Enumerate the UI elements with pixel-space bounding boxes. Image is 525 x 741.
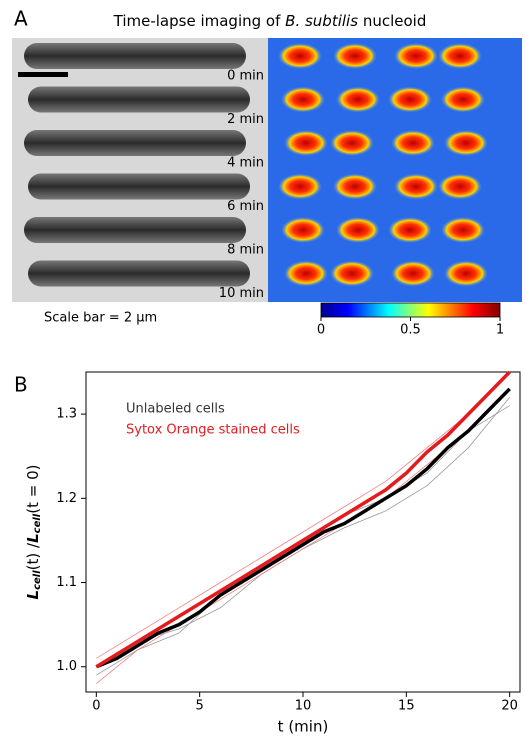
y-tick-label: 1.2 bbox=[56, 491, 77, 506]
cell bbox=[24, 130, 246, 156]
time-label: 4 min bbox=[227, 156, 264, 171]
nucleoid bbox=[333, 173, 377, 200]
nucleoid bbox=[388, 217, 432, 243]
y-tick-label: 1.3 bbox=[56, 407, 77, 422]
nucleoid bbox=[438, 43, 482, 69]
y-tick-label: 1.1 bbox=[56, 575, 77, 590]
mean-line bbox=[95, 387, 511, 669]
time-label: 0 min bbox=[227, 69, 264, 84]
cell bbox=[24, 43, 246, 69]
x-tick-label: 5 bbox=[196, 699, 204, 714]
microscopy-images bbox=[12, 38, 522, 302]
y-label-part: (t = 0) bbox=[24, 465, 42, 514]
mean-line bbox=[95, 370, 511, 669]
nucleoid bbox=[391, 130, 435, 156]
nucleoid bbox=[281, 86, 325, 113]
nucleoid bbox=[278, 43, 322, 69]
cell bbox=[28, 173, 250, 200]
y-label-part: (t) / bbox=[24, 542, 42, 570]
fluorescence-image bbox=[268, 38, 522, 302]
nucleoid bbox=[333, 43, 377, 69]
nucleoid bbox=[278, 173, 322, 200]
nucleoid bbox=[330, 130, 374, 156]
colorbar-tick-label: 0.5 bbox=[400, 323, 421, 338]
colorbar bbox=[320, 302, 501, 318]
scale-bar-label: Scale bar = 2 μm bbox=[44, 311, 157, 326]
nucleoid bbox=[336, 86, 380, 113]
nucleoid bbox=[281, 217, 325, 243]
panel-label: B bbox=[14, 373, 28, 397]
time-label: 2 min bbox=[227, 112, 264, 127]
brightfield-image bbox=[12, 38, 268, 302]
scale-bar bbox=[18, 72, 68, 77]
cell bbox=[28, 260, 250, 287]
legend-entry: Sytox Orange stained cells bbox=[126, 423, 300, 438]
y-label-part: L bbox=[24, 533, 42, 543]
nucleoid bbox=[336, 217, 380, 243]
nucleoid bbox=[438, 173, 482, 200]
panel-title: Time-lapse imaging of B. subtilis nucleo… bbox=[113, 12, 427, 30]
title-species: B. subtilis bbox=[285, 12, 358, 30]
nucleoid bbox=[394, 173, 438, 200]
nucleoid bbox=[441, 217, 485, 243]
x-tick-label: 20 bbox=[501, 699, 518, 714]
nucleoid bbox=[388, 86, 432, 113]
cell bbox=[28, 86, 250, 113]
x-axis-label: t (min) bbox=[278, 718, 329, 736]
nucleoid bbox=[444, 260, 488, 287]
nucleoid bbox=[330, 260, 374, 287]
nucleoid bbox=[441, 86, 485, 113]
nucleoid bbox=[444, 130, 488, 156]
nucleoid bbox=[394, 43, 438, 69]
x-tick-label: 10 bbox=[295, 699, 312, 714]
y-label-part: cell bbox=[32, 513, 43, 533]
time-label: 10 min bbox=[219, 286, 264, 301]
x-tick-label: 15 bbox=[398, 699, 415, 714]
nucleoid bbox=[284, 260, 328, 287]
y-tick-label: 1.0 bbox=[56, 659, 77, 674]
nucleoid bbox=[391, 260, 435, 287]
time-label: 8 min bbox=[227, 243, 264, 258]
title-text: nucleoid bbox=[363, 12, 427, 30]
time-label: 6 min bbox=[227, 199, 264, 214]
y-axis-label: Lcell(t) /Lcell(t = 0) bbox=[24, 465, 44, 600]
colorbar-tick-label: 1 bbox=[496, 323, 504, 338]
colorbar-tick-label: 0 bbox=[317, 323, 325, 338]
x-tick-label: 0 bbox=[92, 699, 100, 714]
y-label-part: L bbox=[24, 590, 42, 600]
title-text: Time-lapse imaging of bbox=[113, 12, 281, 30]
nucleoid bbox=[284, 130, 328, 156]
cell bbox=[24, 217, 246, 243]
cell-trace bbox=[96, 371, 510, 659]
y-label-part: cell bbox=[32, 570, 43, 590]
panel-label: A bbox=[14, 7, 28, 31]
legend-entry: Unlabeled cells bbox=[126, 402, 225, 417]
